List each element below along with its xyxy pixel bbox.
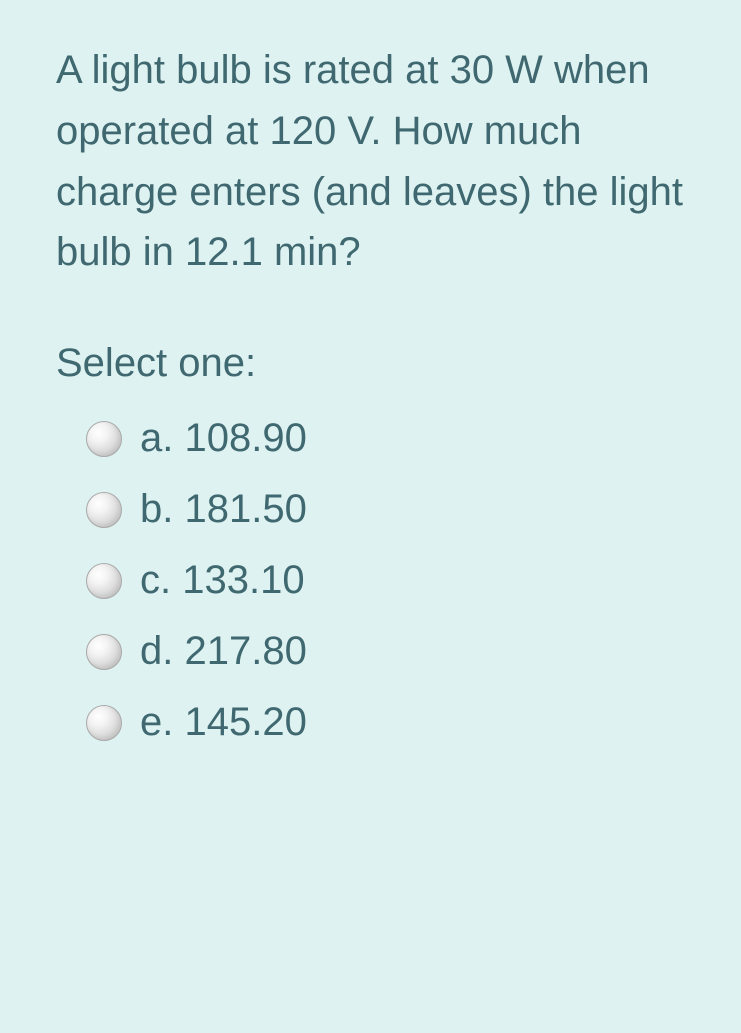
option-e[interactable]: e. 145.20 [86, 700, 691, 745]
option-label: a. 108.90 [140, 416, 307, 461]
radio-icon[interactable] [86, 634, 122, 670]
option-label: d. 217.80 [140, 629, 307, 674]
option-a[interactable]: a. 108.90 [86, 416, 691, 461]
radio-icon[interactable] [86, 421, 122, 457]
option-b[interactable]: b. 181.50 [86, 487, 691, 532]
option-label: c. 133.10 [140, 558, 305, 603]
radio-icon[interactable] [86, 492, 122, 528]
options-group: a. 108.90 b. 181.50 c. 133.10 d. 217.80 … [56, 416, 691, 745]
question-text: A light bulb is rated at 30 W when opera… [56, 40, 691, 283]
option-c[interactable]: c. 133.10 [86, 558, 691, 603]
option-d[interactable]: d. 217.80 [86, 629, 691, 674]
option-label: b. 181.50 [140, 487, 307, 532]
radio-icon[interactable] [86, 563, 122, 599]
radio-icon[interactable] [86, 705, 122, 741]
select-one-prompt: Select one: [56, 341, 691, 386]
option-label: e. 145.20 [140, 700, 307, 745]
